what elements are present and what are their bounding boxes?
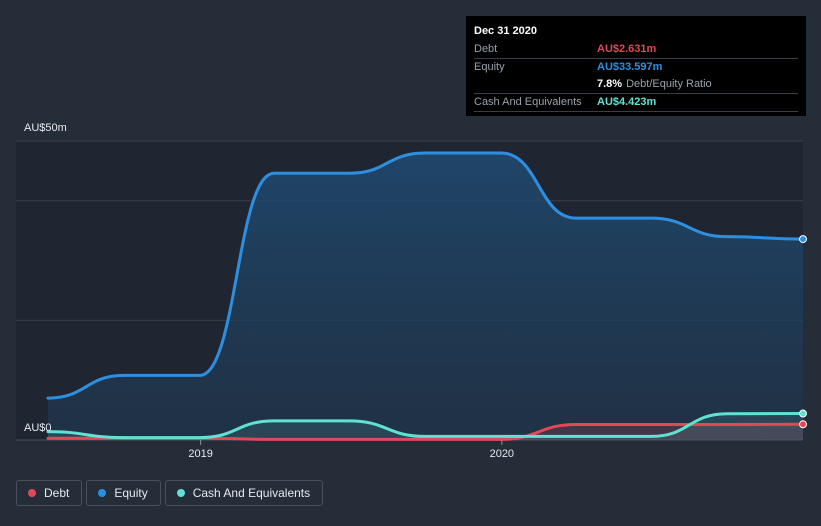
- legend-cash-label: Cash And Equivalents: [192, 486, 311, 500]
- x-tick-label-2020: 2020: [490, 448, 514, 460]
- tooltip-equity-label: Equity: [474, 61, 505, 73]
- legend-item-debt[interactable]: Debt: [16, 480, 83, 506]
- line-equity: [46, 151, 805, 400]
- marker-debt: [799, 420, 807, 429]
- x-axis-ticks: 2019 2020: [188, 440, 514, 460]
- tooltip-debt-value: AU$2.631m: [597, 43, 657, 55]
- tooltip-equity-value: AU$33.597m: [597, 61, 663, 73]
- line-cash-and-equivalents: [46, 412, 805, 440]
- series-lines: [46, 151, 805, 441]
- tooltip-ratio-label: Debt/Equity Ratio: [626, 78, 712, 90]
- marker-cash-and-equivalents: [799, 409, 807, 418]
- tooltip-row-debt: Debt AU$2.631m: [474, 41, 798, 59]
- cash-dot-icon: [176, 489, 185, 497]
- end-markers: [799, 235, 807, 429]
- line-debt: [46, 422, 805, 441]
- tooltip-date: Dec 31 2020: [474, 25, 537, 37]
- tooltip-cash-value: AU$4.423m: [597, 96, 657, 108]
- x-tick-label-2019: 2019: [188, 448, 212, 460]
- area-equity: [48, 152, 803, 440]
- chart-legend: Debt Equity Cash And Equivalents: [16, 480, 324, 506]
- tooltip-row-cash: Cash And Equivalents AU$4.423m: [474, 94, 798, 112]
- data-tooltip: Dec 31 2020 Debt AU$2.631m Equity AU$33.…: [466, 16, 806, 116]
- debt-dot-icon: [28, 489, 36, 497]
- legend-item-cash[interactable]: Cash And Equivalents: [164, 480, 324, 506]
- y-axis-bottom-label: AU$0: [24, 422, 52, 434]
- tooltip-row-ratio: 7.8% Debt/Equity Ratio: [474, 76, 798, 94]
- tooltip-cash-label: Cash And Equivalents: [474, 96, 582, 108]
- area-cash-and-equivalents: [48, 413, 803, 440]
- legend-item-equity[interactable]: Equity: [86, 480, 161, 506]
- tooltip-debt-label: Debt: [474, 43, 498, 55]
- y-axis-top-label: AU$50m: [24, 122, 67, 134]
- equity-dot-icon: [98, 489, 107, 497]
- tooltip-row-equity: Equity AU$33.597m: [474, 59, 798, 76]
- marker-equity: [799, 235, 807, 244]
- legend-equity-label: Equity: [114, 486, 148, 500]
- legend-debt-label: Debt: [44, 486, 70, 500]
- tooltip-ratio-value: 7.8%: [597, 78, 623, 90]
